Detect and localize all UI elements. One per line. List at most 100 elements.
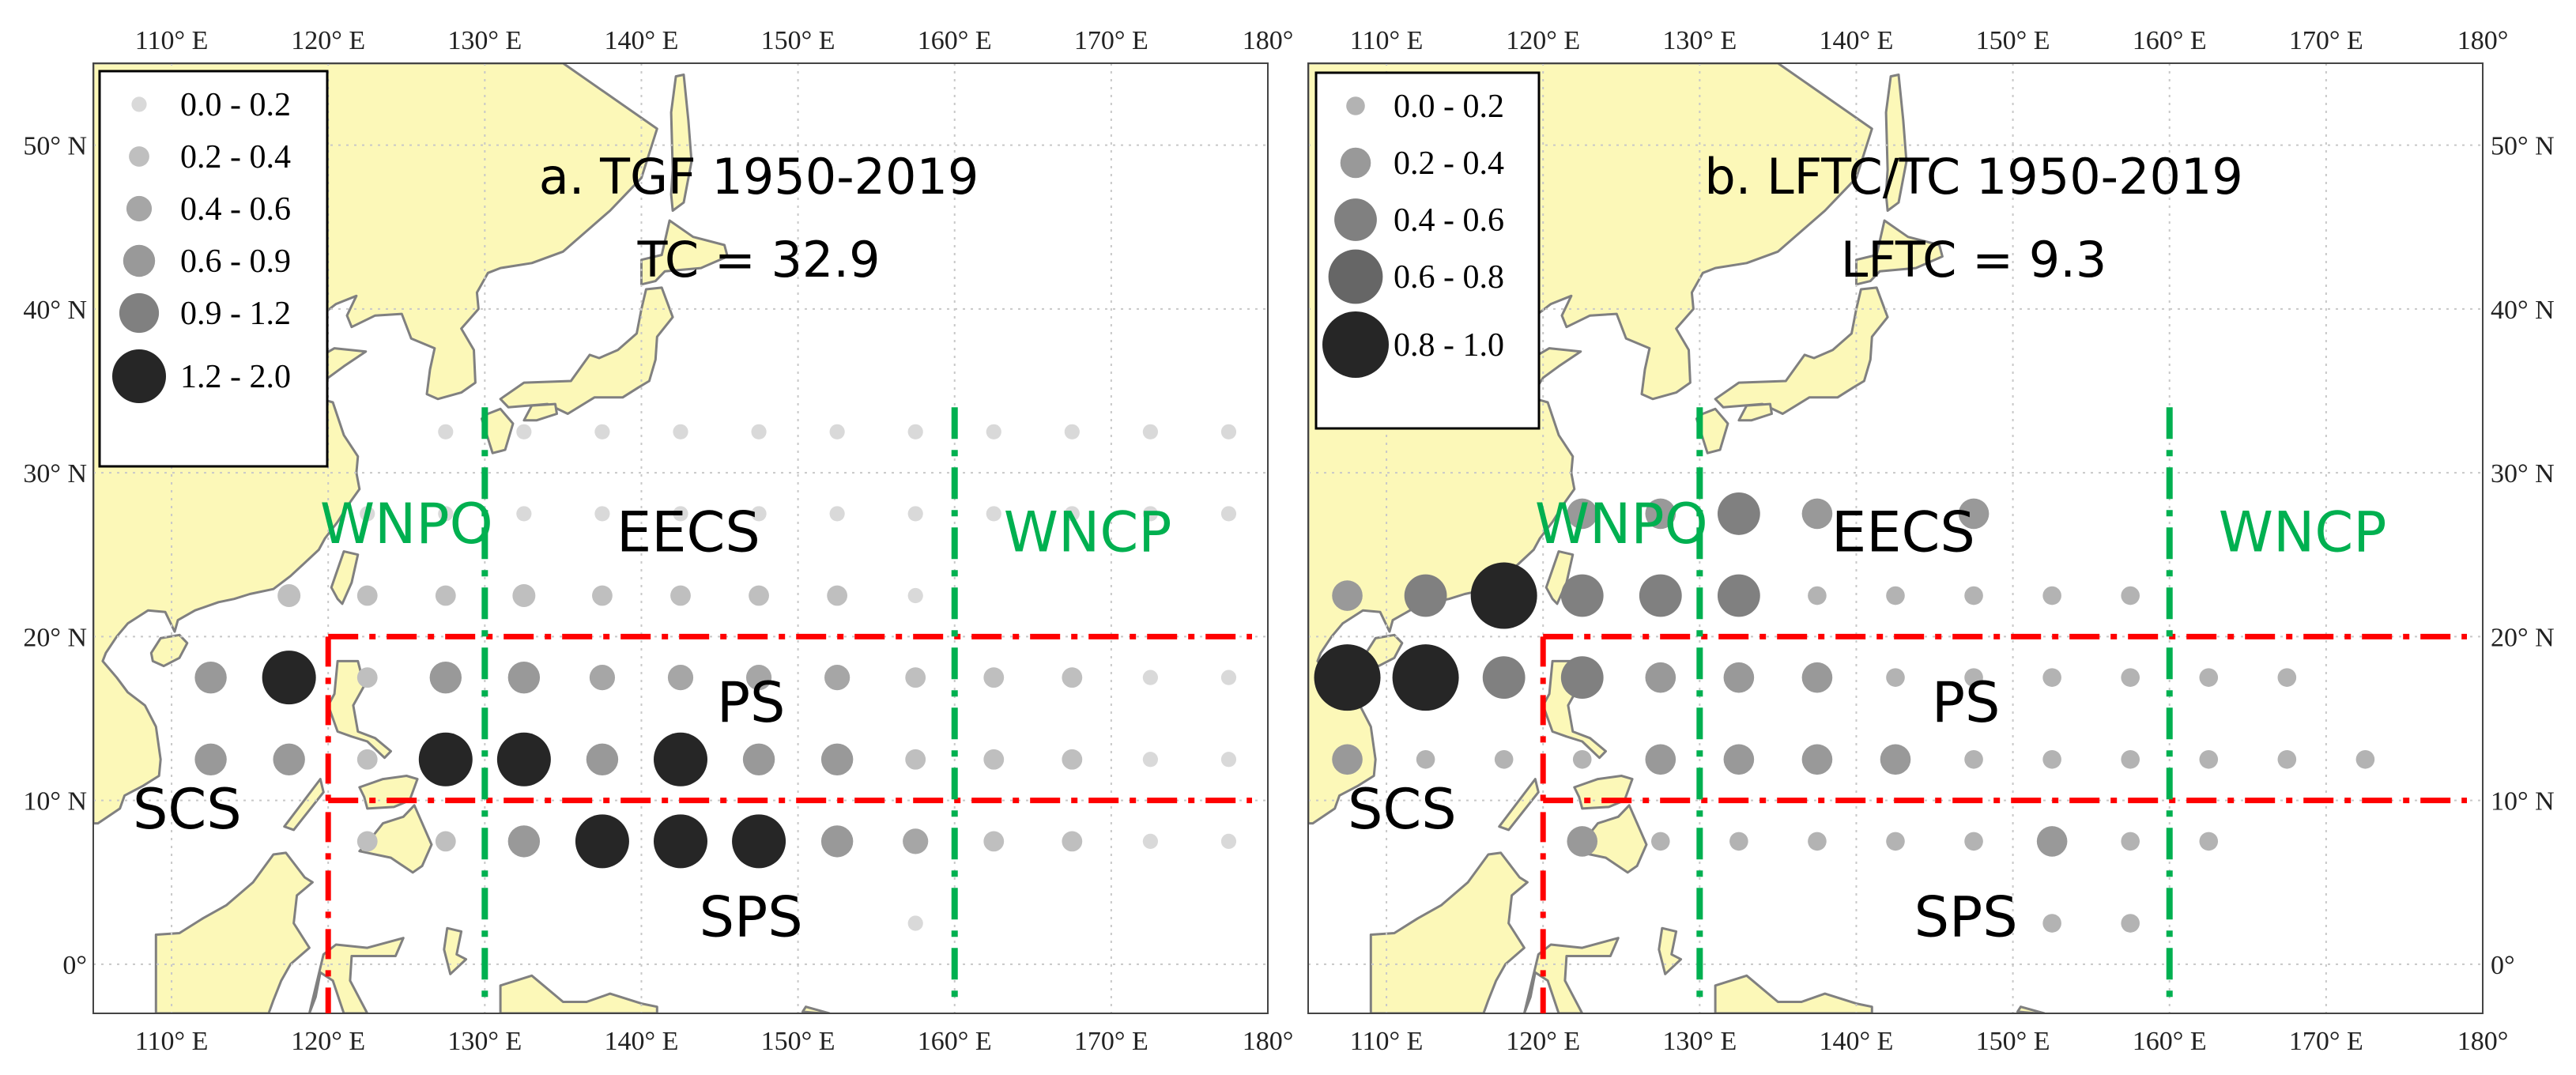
data-point-circle [356,831,378,852]
data-point-circle [1886,668,1905,687]
lon-tick-label-top: 170° E [2289,26,2363,55]
lat-tick-label: 30° N [2491,459,2555,488]
data-point-circle [1332,744,1363,775]
lat-tick-label: 40° N [23,296,87,325]
lon-tick-label-bottom: 160° E [918,1027,992,1056]
data-point-circle [2042,749,2061,769]
data-point-circle [820,825,854,858]
data-point-circle [673,424,688,439]
lon-tick-label-top: 160° E [918,26,992,55]
data-point-circle [194,743,227,775]
sulawesi-island-land [307,937,405,1013]
data-point-circle [673,506,688,522]
data-point-circle [1062,749,1083,770]
region-label-eecs: EECS [617,500,760,565]
region-label-ps: PS [717,670,786,735]
lon-tick-label-bottom: 150° E [1976,1027,2050,1056]
data-point-circle [516,506,532,522]
data-point-circle [194,661,227,694]
legend-symbol [1346,96,1365,115]
lon-tick-label-top: 160° E [2133,26,2207,55]
data-point-circle [1314,644,1381,711]
lon-tick-label-top: 180° [1243,26,1294,55]
hainan-island-land [149,633,189,668]
data-point-circle [829,424,845,439]
lon-tick-label-bottom: 120° E [1506,1027,1580,1056]
data-point-circle [749,585,769,606]
data-point-circle [2199,668,2219,687]
taiwan-island-land [330,550,360,605]
data-point-circle [273,743,305,775]
map-frame [92,62,1269,1014]
data-point-circle [1220,506,1237,522]
lon-tick-label-bottom: 110° E [1350,1027,1424,1056]
data-point-circle [1220,833,1237,849]
data-point-circle [1062,831,1083,852]
data-point-circle [512,584,536,608]
data-point-circle [732,814,786,869]
data-point-circle [1717,492,1760,535]
data-point-circle [575,814,629,869]
data-point-circle [654,732,707,786]
panel-title: b. LFTC/TC 1950-2019 [1704,148,2243,206]
legend-symbol [123,244,156,277]
lon-tick-label-top: 120° E [291,26,365,55]
borneo-island-land [154,851,314,1013]
data-point-circle [277,584,301,608]
lon-tick-label-bottom: 180° [1243,1027,1294,1056]
data-point-circle [1142,833,1158,849]
region-label-scs: SCS [133,777,242,842]
data-point-circle [983,831,1005,852]
new-ireland-island-land [2016,1005,2046,1013]
data-point-circle [2042,914,2061,933]
region-label-scs: SCS [1348,777,1457,842]
lon-tick-label-bottom: 140° E [1820,1027,1894,1056]
data-point-circle [1560,574,1604,617]
legend-label: 0.6 - 0.9 [180,243,291,280]
data-point-circle [1572,749,1592,769]
panel-title: a. TGF 1950-2019 [539,148,979,206]
data-point-circle [418,732,473,786]
palawan-island-land [283,778,325,832]
data-point-circle [2199,832,2219,851]
data-point-circle [589,665,616,691]
data-point-circle [983,667,1005,688]
new-ireland-island-land [801,1005,831,1013]
new-guinea-island-land [1714,974,1873,1013]
data-point-circle [2121,832,2140,851]
data-point-circle [1964,586,1983,605]
lon-tick-label-top: 170° E [1074,26,1148,55]
data-point-circle [1494,749,1514,769]
data-point-circle [907,506,923,522]
lon-tick-label-bottom: 170° E [2289,1027,2363,1056]
data-point-circle [2199,749,2219,769]
lon-tick-label-top: 110° E [135,26,209,55]
lon-tick-label-bottom: 140° E [605,1027,679,1056]
sakhalin-island-land [669,74,693,212]
data-point-circle [1142,670,1158,685]
data-point-circle [592,585,613,606]
data-point-circle [907,915,923,931]
panel-subtitle: TC = 32.9 [637,231,881,289]
data-point-circle [2121,749,2140,769]
data-point-circle [1645,498,1676,530]
data-point-circle [751,424,767,439]
data-point-circle [742,743,775,775]
data-point-circle [1567,498,1598,530]
lon-tick-label-bottom: 110° E [135,1027,209,1056]
legend-symbol [1334,198,1377,241]
data-point-circle [1651,832,1670,851]
lon-tick-label-top: 140° E [1820,26,1894,55]
lon-tick-label-bottom: 130° E [447,1027,522,1056]
data-point-circle [1332,580,1363,611]
region-labels: WNPO EECS WNCP PS SCS SPS [133,492,1171,949]
data-point-circle [356,667,378,688]
panel-subtitle: LFTC = 9.3 [1841,231,2107,289]
data-point-circle [1886,586,1905,605]
data-point-circle [516,424,532,439]
region-label-wncp: WNCP [2219,500,2387,565]
data-point-circle [986,424,1001,439]
lat-tick-label: 50° N [23,132,87,161]
data-point-circle [905,667,926,688]
data-point-circle [1958,498,1990,530]
